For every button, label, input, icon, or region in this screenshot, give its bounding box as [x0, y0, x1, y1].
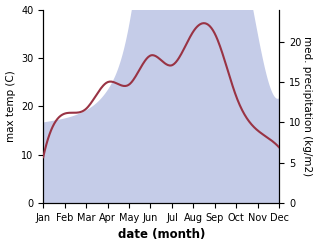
- X-axis label: date (month): date (month): [118, 228, 205, 242]
- Y-axis label: max temp (C): max temp (C): [5, 70, 16, 142]
- Y-axis label: med. precipitation (kg/m2): med. precipitation (kg/m2): [302, 36, 313, 176]
